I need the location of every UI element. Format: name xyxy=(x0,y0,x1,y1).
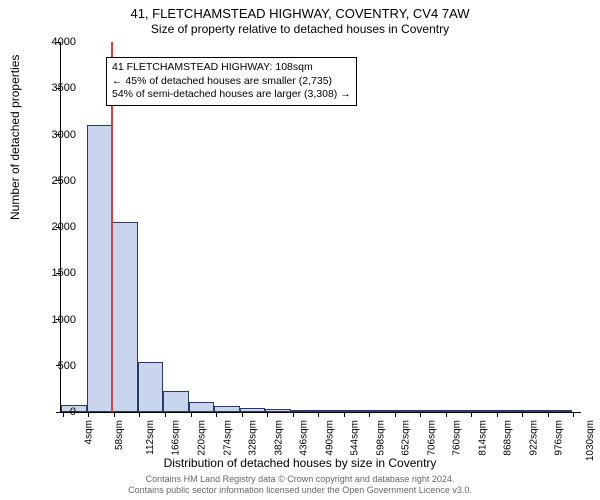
xtick-mark xyxy=(344,412,345,417)
xtick-label: 112sqm xyxy=(145,420,156,455)
xtick-mark xyxy=(114,412,115,417)
xtick-mark xyxy=(216,412,217,417)
histogram-bar xyxy=(546,410,572,412)
ytick-label: 1500 xyxy=(36,267,76,279)
annotation-line1: 41 FLETCHAMSTEAD HIGHWAY: 108sqm xyxy=(112,61,351,75)
chart-title-main: 41, FLETCHAMSTEAD HIGHWAY, COVENTRY, CV4… xyxy=(0,6,600,21)
ytick-label: 3000 xyxy=(36,129,76,141)
xtick-label: 382sqm xyxy=(273,420,284,456)
xtick-mark xyxy=(267,412,268,417)
ytick-label: 2500 xyxy=(36,175,76,187)
xtick-mark xyxy=(165,412,166,417)
xtick-label: 760sqm xyxy=(452,420,463,456)
footer-line2: Contains public sector information licen… xyxy=(0,485,600,496)
xtick-label: 436sqm xyxy=(299,420,310,456)
annotation-box: 41 FLETCHAMSTEAD HIGHWAY: 108sqm ← 45% o… xyxy=(106,57,357,106)
xtick-mark xyxy=(446,412,447,417)
xtick-label: 706sqm xyxy=(426,420,437,456)
y-axis-label: Number of detached properties xyxy=(8,55,22,220)
xtick-label: 652sqm xyxy=(401,420,412,456)
annotation-line3: 54% of semi-detached houses are larger (… xyxy=(112,88,351,102)
histogram-bar xyxy=(418,410,444,412)
xtick-mark xyxy=(395,412,396,417)
histogram-bar xyxy=(189,402,215,412)
histogram-bar xyxy=(367,410,393,412)
histogram-bar xyxy=(291,410,317,412)
xtick-mark xyxy=(293,412,294,417)
xtick-label: 490sqm xyxy=(324,420,335,456)
ytick-label: 4000 xyxy=(36,36,76,48)
xtick-label: 868sqm xyxy=(503,420,514,456)
xtick-label: 328sqm xyxy=(248,420,259,456)
histogram-bar xyxy=(163,391,189,412)
histogram-bar xyxy=(520,410,546,412)
xtick-mark xyxy=(420,412,421,417)
histogram-bar xyxy=(469,410,495,412)
ytick-label: 3500 xyxy=(36,82,76,94)
xtick-mark xyxy=(191,412,192,417)
ytick-label: 500 xyxy=(36,360,76,372)
xtick-label: 544sqm xyxy=(350,420,361,456)
histogram-bar xyxy=(495,410,521,412)
plot-area: 41 FLETCHAMSTEAD HIGHWAY: 108sqm ← 45% o… xyxy=(60,42,581,413)
xtick-label: 922sqm xyxy=(528,420,539,456)
ytick-label: 2000 xyxy=(36,221,76,233)
chart-container: 41, FLETCHAMSTEAD HIGHWAY, COVENTRY, CV4… xyxy=(0,0,600,500)
xtick-mark xyxy=(139,412,140,417)
xtick-mark xyxy=(497,412,498,417)
histogram-bar xyxy=(316,410,342,412)
xtick-mark xyxy=(522,412,523,417)
histogram-bar xyxy=(342,410,368,412)
ytick-label: 0 xyxy=(36,406,76,418)
xtick-label: 166sqm xyxy=(171,420,182,456)
xtick-label: 220sqm xyxy=(197,420,208,456)
xtick-mark xyxy=(88,412,89,417)
histogram-bar xyxy=(393,410,419,412)
xtick-mark xyxy=(242,412,243,417)
xtick-label: 598sqm xyxy=(375,420,386,456)
histogram-bar xyxy=(444,410,470,412)
histogram-bar xyxy=(138,362,164,412)
footer-attribution: Contains HM Land Registry data © Crown c… xyxy=(0,474,600,496)
histogram-bar xyxy=(240,408,266,412)
xtick-mark xyxy=(573,412,574,417)
xtick-label: 58sqm xyxy=(114,420,125,450)
histogram-bar xyxy=(214,406,240,412)
footer-line1: Contains HM Land Registry data © Crown c… xyxy=(0,474,600,485)
annotation-line2: ← 45% of detached houses are smaller (2,… xyxy=(112,75,351,89)
xtick-mark xyxy=(471,412,472,417)
xtick-mark xyxy=(548,412,549,417)
histogram-bar xyxy=(265,409,291,412)
xtick-label: 274sqm xyxy=(222,420,233,456)
chart-title-sub: Size of property relative to detached ho… xyxy=(0,22,600,36)
histogram-bar xyxy=(112,222,138,412)
histogram-bar xyxy=(87,125,113,412)
xtick-label: 1030sqm xyxy=(585,420,596,461)
xtick-label: 814sqm xyxy=(477,420,488,456)
xtick-label: 4sqm xyxy=(83,420,94,444)
xtick-label: 976sqm xyxy=(554,420,565,456)
xtick-mark xyxy=(369,412,370,417)
ytick-label: 1000 xyxy=(36,314,76,326)
xtick-mark xyxy=(318,412,319,417)
x-axis-label: Distribution of detached houses by size … xyxy=(0,456,600,470)
